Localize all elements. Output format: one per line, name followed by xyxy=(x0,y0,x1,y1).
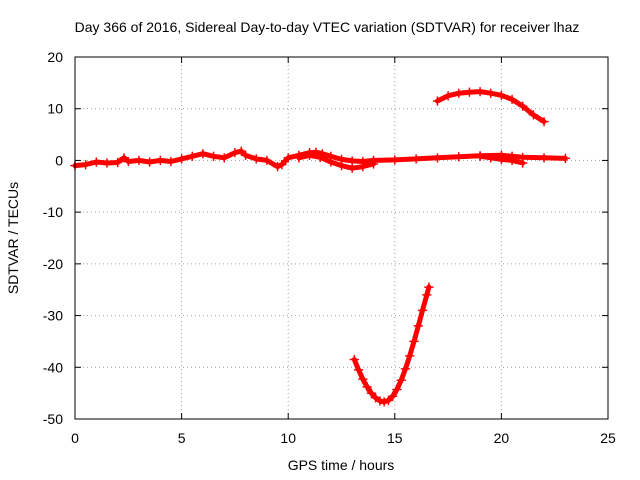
x-tick-label: 0 xyxy=(71,430,79,446)
data-point xyxy=(336,160,347,171)
y-axis-label: SDTVAR / TECUs xyxy=(5,182,21,294)
x-tick-label: 10 xyxy=(280,430,296,446)
data-point xyxy=(464,87,475,97)
data-point xyxy=(424,282,434,292)
data-point xyxy=(411,154,421,164)
data-point xyxy=(432,96,443,106)
data-point xyxy=(539,153,549,163)
data-point xyxy=(176,154,187,164)
data-point xyxy=(277,159,287,170)
series-lower-dip xyxy=(349,282,434,407)
data-point xyxy=(155,155,166,166)
data-point xyxy=(560,153,571,164)
data-point xyxy=(112,157,123,168)
data-point xyxy=(475,86,485,97)
x-tick-labels: 0 5 10 15 20 25 xyxy=(71,430,616,446)
data-point xyxy=(507,94,517,105)
data-point xyxy=(390,155,400,165)
data-point xyxy=(443,91,453,101)
data-point xyxy=(517,158,528,168)
data-point xyxy=(396,375,406,385)
y-tick-label: 10 xyxy=(47,101,63,117)
data-point xyxy=(208,151,219,162)
data-point xyxy=(409,336,419,347)
data-point xyxy=(315,152,325,163)
data-series xyxy=(70,86,571,407)
data-point xyxy=(387,391,398,401)
plot-frame xyxy=(74,56,609,420)
data-point xyxy=(294,153,304,163)
data-point xyxy=(383,395,394,406)
data-point xyxy=(304,150,315,161)
y-tick-label: -10 xyxy=(43,204,63,220)
data-point xyxy=(198,148,208,159)
data-point xyxy=(366,388,377,398)
x-tick-label: 15 xyxy=(387,430,403,446)
data-point xyxy=(283,153,293,163)
data-point xyxy=(417,305,428,316)
data-point xyxy=(404,351,415,361)
data-point xyxy=(358,374,368,384)
y-tick-label: -30 xyxy=(43,308,63,324)
data-point xyxy=(134,155,144,166)
data-point xyxy=(362,382,372,392)
data-point xyxy=(432,153,443,163)
data-point xyxy=(262,155,272,166)
data-point xyxy=(539,116,549,127)
data-point xyxy=(230,147,240,158)
data-point xyxy=(349,354,360,365)
data-point xyxy=(347,163,357,173)
data-point xyxy=(353,365,364,375)
y-tick-label: -20 xyxy=(43,256,63,272)
x-tick-label: 5 xyxy=(178,430,186,446)
data-point xyxy=(496,90,507,101)
data-point xyxy=(400,364,411,374)
x-axis-label: GPS time / hours xyxy=(288,457,395,473)
data-point xyxy=(91,157,102,167)
y-tick-label: 20 xyxy=(47,49,63,65)
data-point xyxy=(422,290,432,300)
data-point xyxy=(219,153,229,163)
data-point xyxy=(485,153,496,163)
data-point xyxy=(392,384,402,395)
data-point xyxy=(475,151,485,162)
data-point xyxy=(119,153,129,163)
data-point xyxy=(187,151,198,162)
data-point xyxy=(102,158,112,168)
data-point xyxy=(496,154,507,165)
data-point xyxy=(251,154,261,164)
series-baseline-tail xyxy=(475,151,528,168)
y-tick-label: 0 xyxy=(55,152,63,168)
series-baseline-branch xyxy=(294,150,379,173)
data-point xyxy=(123,156,134,167)
y-tick-labels: -50 -40 -30 -20 -10 0 10 20 xyxy=(43,49,63,427)
data-point xyxy=(413,321,424,331)
data-point xyxy=(236,146,247,156)
data-point xyxy=(166,156,176,167)
data-point xyxy=(144,157,155,167)
chart-title: Day 366 of 2016, Sidereal Day-to-day VTE… xyxy=(75,19,580,35)
series-upper-arc xyxy=(432,86,549,127)
data-point xyxy=(375,396,385,406)
y-tick-label: -50 xyxy=(43,411,63,427)
data-point xyxy=(454,88,464,98)
data-point xyxy=(507,155,517,166)
x-tick-label: 25 xyxy=(600,430,616,446)
data-point xyxy=(528,110,539,120)
y-tick-label: -40 xyxy=(43,359,63,375)
x-tick-label: 20 xyxy=(494,430,510,446)
axis-ticks xyxy=(74,56,609,420)
data-point xyxy=(326,157,336,167)
data-point xyxy=(368,159,379,169)
series-line xyxy=(351,284,432,405)
data-point xyxy=(485,88,496,98)
data-point xyxy=(454,152,464,162)
data-point xyxy=(80,159,91,170)
data-point xyxy=(517,101,528,111)
data-point xyxy=(358,161,368,172)
data-point xyxy=(379,397,389,407)
data-point xyxy=(240,150,251,161)
